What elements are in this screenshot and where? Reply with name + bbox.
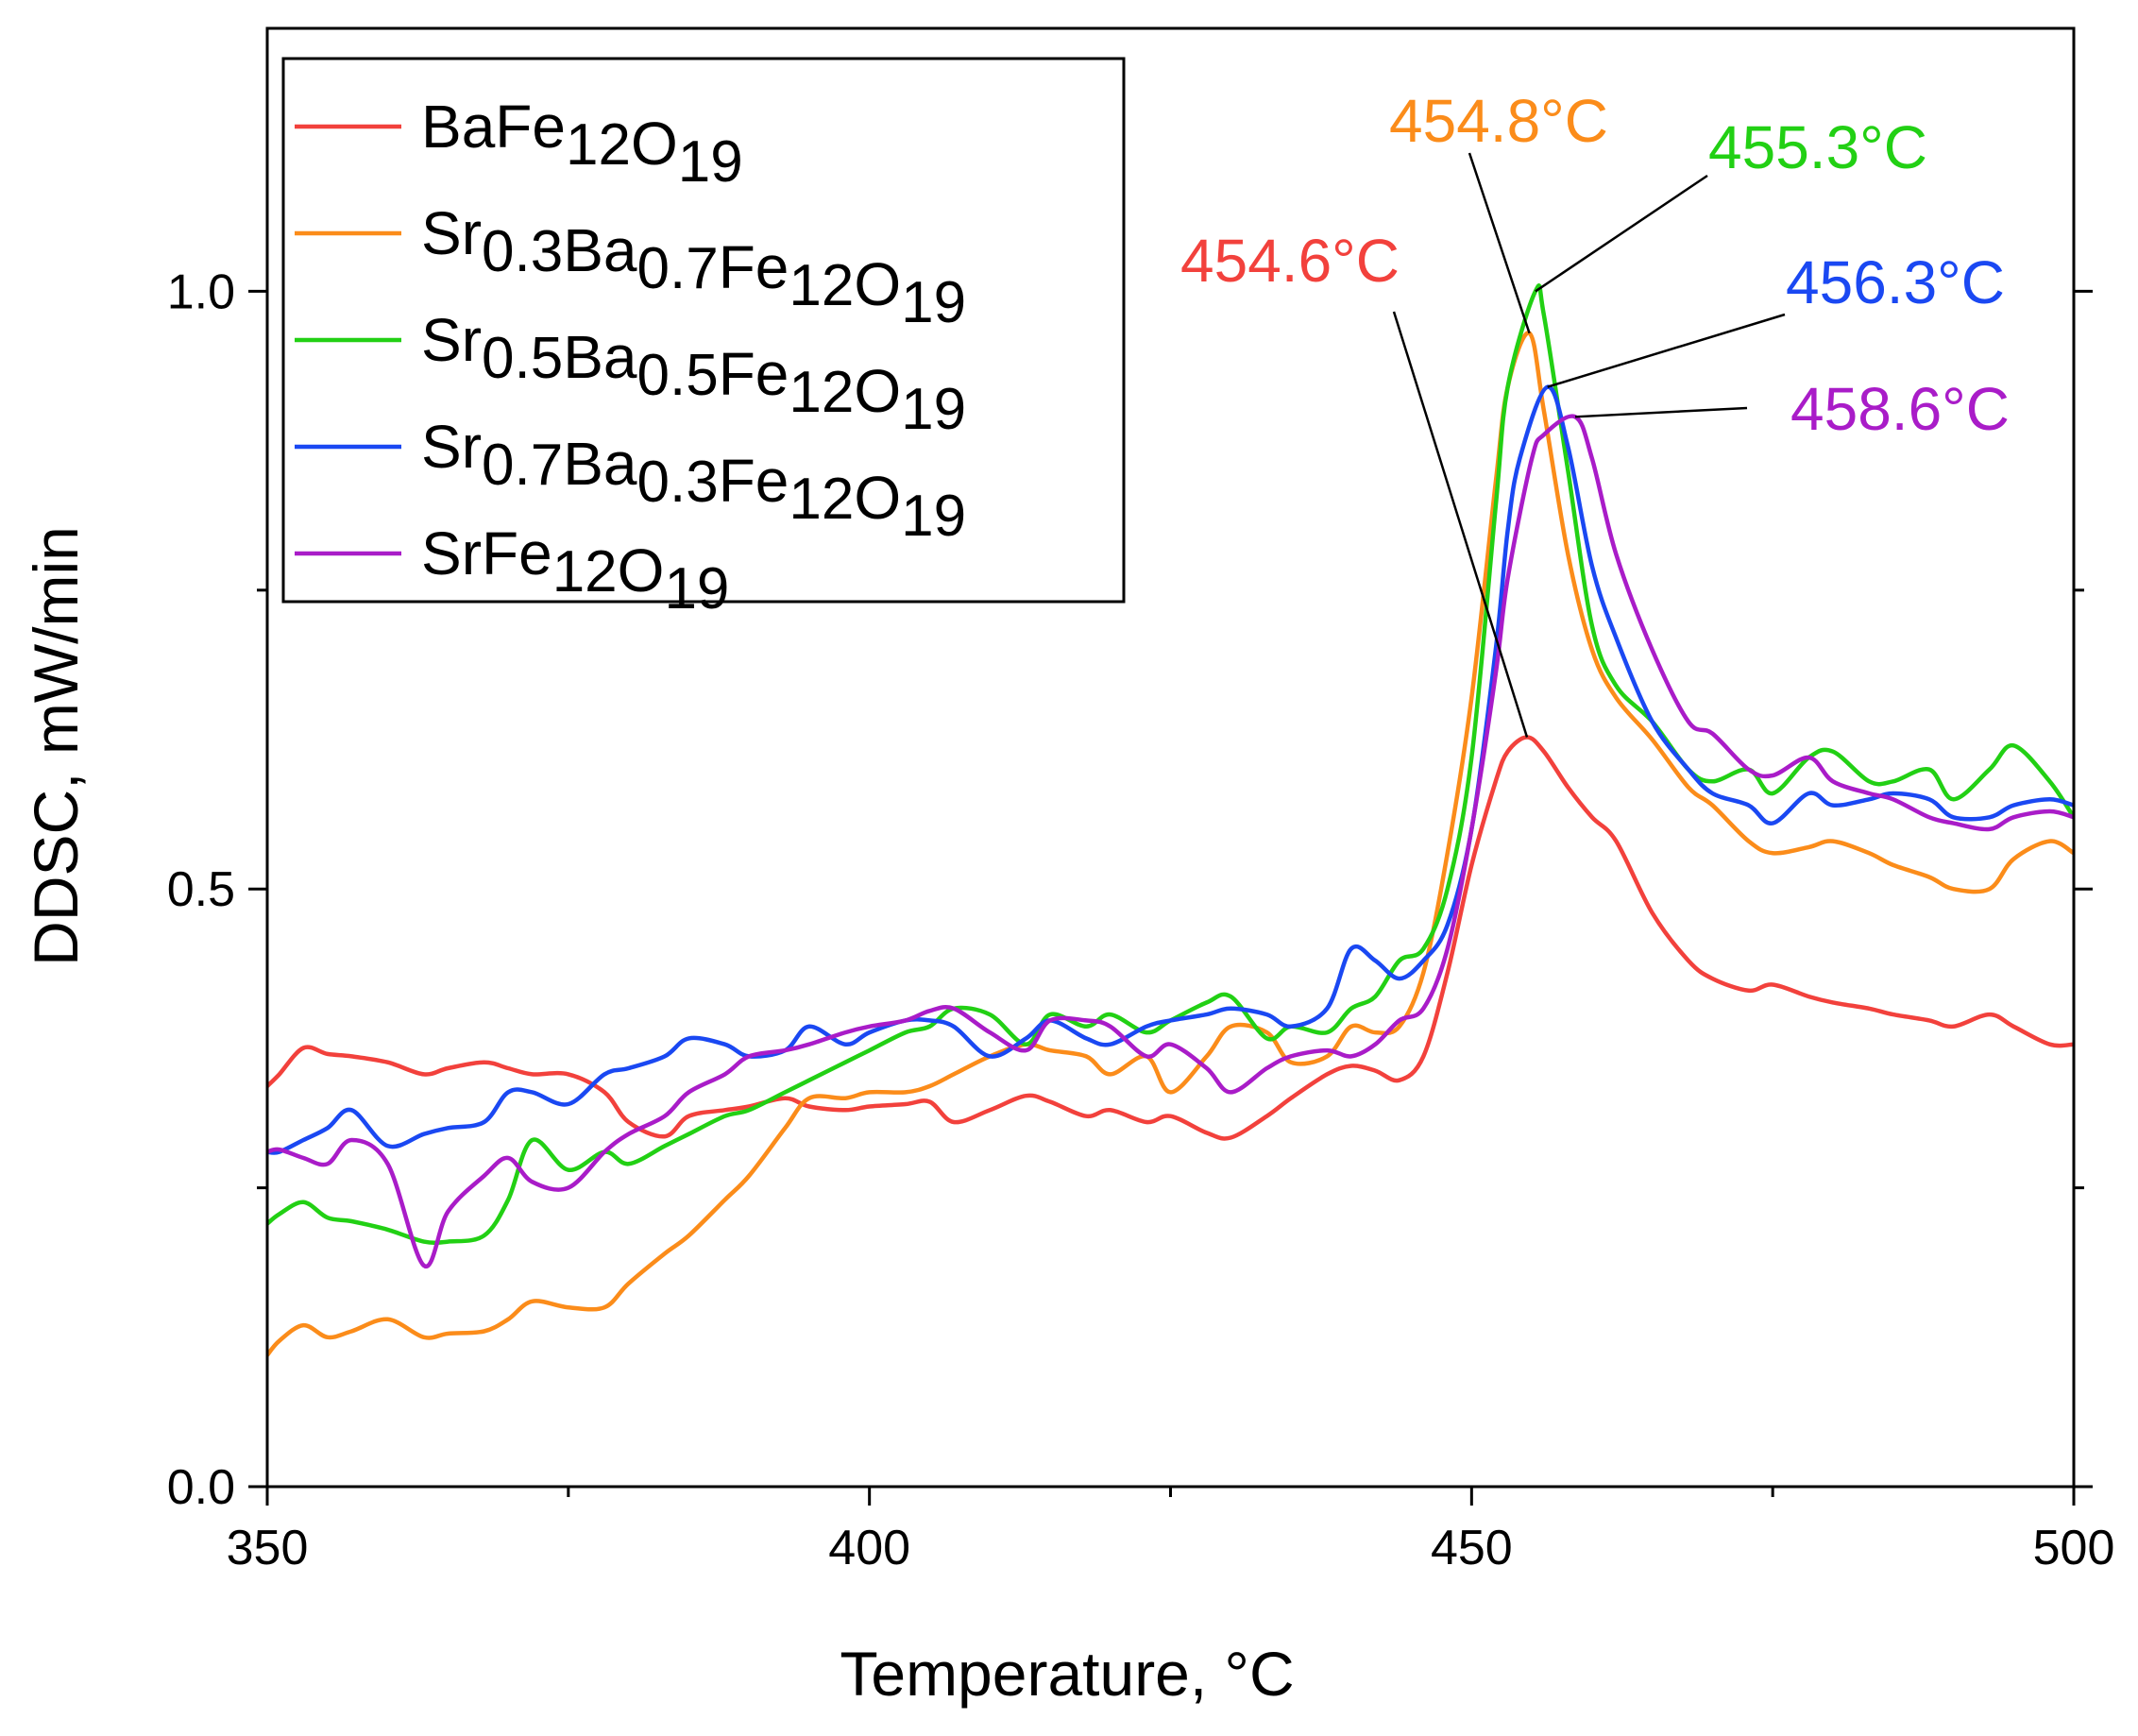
annotation-leader-line: [1535, 174, 1708, 293]
x-axis-label: Temperature, °C: [840, 1639, 1294, 1709]
x-tick-label: 350: [227, 1521, 309, 1575]
legend-entry-0: BaFe12O19: [421, 93, 743, 195]
legend-entry-3: Sr0.7Ba0.3Fe12O19: [421, 413, 966, 549]
y-tick-label: 0.5: [167, 862, 235, 917]
legend-box: [281, 57, 1126, 604]
series-line-0: [267, 735, 2074, 1141]
series-line-3: [267, 384, 2074, 1155]
y-tick-label: 1.0: [167, 264, 235, 319]
annotations: 454.8°C 455.3°C 454.6°C 456.3°C 458.6°C: [1180, 87, 2010, 738]
annotation-label: 454.6°C: [1180, 227, 1400, 295]
annotation-leader-line: [1547, 313, 1786, 388]
annotation-label: 455.3°C: [1708, 113, 1927, 181]
x-tick-label: 400: [828, 1521, 910, 1575]
series-line-4: [267, 414, 2074, 1269]
y-axis-label: DDSC, mW/min: [21, 526, 91, 966]
annotation-label: 454.8°C: [1389, 87, 1608, 155]
annotation-leader-line: [1574, 406, 1748, 418]
chart-series: [267, 283, 2074, 1357]
y-tick-label: 0.0: [167, 1460, 235, 1515]
series-line-2: [267, 283, 2074, 1246]
legend-entry-2: Sr0.5Ba0.5Fe12O19: [421, 306, 966, 442]
series-line-1: [267, 331, 2074, 1357]
legend: BaFe12O19Sr0.3Ba0.7Fe12O19Sr0.5Ba0.5Fe12…: [281, 57, 1126, 621]
axis-ticks: 350 400 450 500 0.0 0.5 1.0: [167, 264, 2115, 1575]
annotation-leader-line: [1392, 311, 1529, 738]
x-tick-label: 500: [2033, 1521, 2115, 1575]
annotation-label: 458.6°C: [1790, 375, 2010, 443]
legend-entry-1: Sr0.3Ba0.7Fe12O19: [421, 199, 966, 335]
x-tick-label: 450: [1431, 1521, 1513, 1575]
legend-entry-4: SrFe12O19: [421, 519, 729, 621]
annotation-label: 456.3°C: [1786, 248, 2005, 316]
annotation-leader-line: [1468, 152, 1531, 334]
